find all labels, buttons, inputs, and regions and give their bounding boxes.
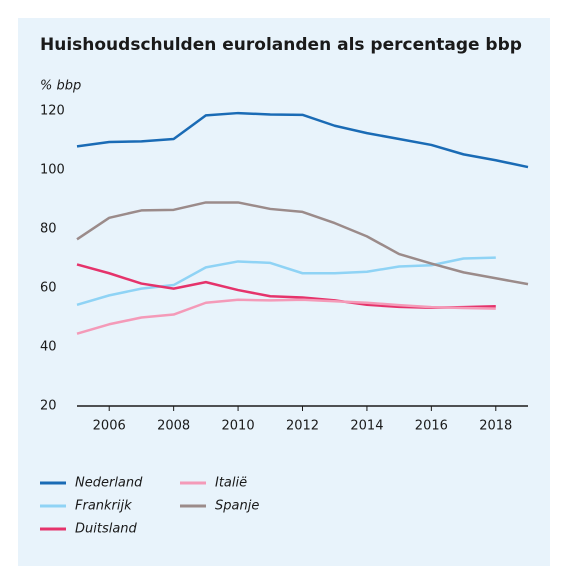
series-line xyxy=(76,111,529,169)
legend-label: Spanje xyxy=(215,499,259,514)
series-line xyxy=(76,256,496,307)
legend-label: Italië xyxy=(215,476,247,491)
x-tick-label: 2018 xyxy=(479,419,512,434)
y-tick-label: 100 xyxy=(40,163,65,178)
legend-label: Nederland xyxy=(75,476,143,491)
x-tick-label: 2008 xyxy=(157,419,190,434)
y-tick-label: 40 xyxy=(40,340,57,355)
y-tick-label: 120 xyxy=(40,104,65,119)
x-tick-label: 2014 xyxy=(350,419,383,434)
x-tick-label: 2012 xyxy=(286,419,319,434)
panel xyxy=(18,18,550,566)
x-tick-label: 2016 xyxy=(415,419,448,434)
chart-title: Huishoudschulden eurolanden als percenta… xyxy=(40,35,522,55)
legend-label: Duitsland xyxy=(75,522,138,537)
x-tick-label: 2010 xyxy=(222,419,255,434)
x-tick-label: 2006 xyxy=(93,419,126,434)
series-line xyxy=(76,298,496,335)
y-tick-label: 20 xyxy=(40,399,57,414)
y-axis-label: % bbp xyxy=(40,79,81,94)
y-tick-label: 60 xyxy=(40,281,57,296)
series-line xyxy=(76,201,529,286)
legend-label: Frankrijk xyxy=(75,499,132,514)
y-tick-label: 80 xyxy=(40,222,57,237)
